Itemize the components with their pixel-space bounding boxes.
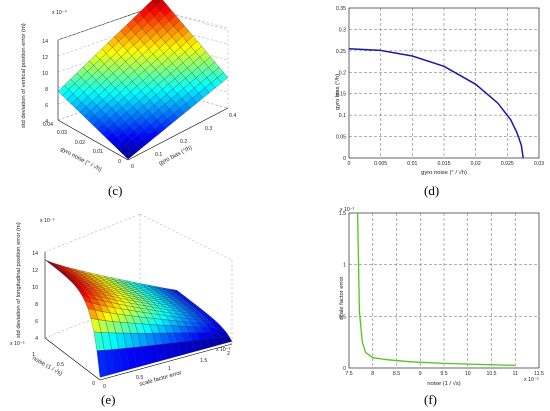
chart-d-xtick-0: 0	[348, 161, 351, 167]
chart-f-xtick-8: 11.5	[534, 371, 544, 377]
panel-label-e: (e)	[101, 392, 115, 407]
chart-c-y-ticks: 0.04 0.03 0.02 0.01 0	[43, 122, 121, 165]
chart-d-xtick-6: 0.03	[534, 161, 544, 167]
chart-c-zgrid-left-5	[57, 7, 151, 41]
chart-f-x-label: noise (1 / √s)	[427, 380, 461, 387]
chart-f-y-label: scale factor error	[339, 276, 345, 320]
chart-d-xtick-1: 0.005	[374, 161, 387, 167]
chart-c-ztick-2: 8	[45, 87, 48, 93]
chart-c-z-label: std deviation of vertical position error…	[21, 23, 27, 128]
chart-e-y-ticks: 1 0.5 0	[32, 352, 95, 387]
chart-e-x-label: scale factor error	[139, 370, 183, 388]
chart-e-x-ticks: 0 0.5 1 1.5 2	[103, 351, 230, 390]
chart-d-xtick-4: 0.02	[471, 161, 481, 167]
chart-e-xtick-2: 1	[168, 366, 171, 372]
chart-c-ytick-2: 0.02	[75, 140, 85, 146]
chart-e-ztick-1: 6	[35, 319, 38, 325]
chart-e-y-scale: x 10⁻⁵	[10, 341, 25, 347]
chart-e-surface-mesh	[44, 259, 233, 378]
chart-f-ytick-1: 0.5	[339, 314, 346, 320]
chart-c-x-ticks: 0 0.1 0.2 0.3 0.4	[131, 113, 236, 170]
chart-e-x-axis	[99, 343, 233, 381]
chart-c-xtick-2: 0.2	[180, 139, 187, 145]
chart-f-scale-factor-vs-noise: 7.5 8 8.5 9 9.5 10 10.5 11 11.500.511.5 x 10⁻³ x…	[339, 207, 544, 387]
chart-c-ytick-3: 0.01	[93, 149, 103, 155]
chart-e-ytick-0: 1	[32, 352, 35, 358]
chart-e-xtick-4: 2	[227, 351, 230, 357]
chart-f-y-scale: x 10⁻³	[340, 207, 355, 213]
chart-f-xtick-1: 8	[371, 371, 374, 377]
chart-e-z-scale: x 10⁻⁴	[40, 218, 55, 224]
chart-e-ytick-2: 0	[92, 381, 95, 387]
chart-d-ytick-7: 0.35	[336, 6, 346, 12]
chart-c-y-axis	[57, 119, 129, 161]
chart-e-ytick-1: 0.5	[57, 362, 64, 368]
chart-c-xtick-0: 0	[131, 164, 134, 170]
panel-label-f: (f)	[424, 392, 437, 407]
chart-c-ytick-0: 0.04	[43, 122, 53, 128]
chart-e-x-scale: x 10⁻³	[216, 347, 231, 353]
chart-e-z-label: std deviation of longitudinal position e…	[16, 222, 22, 338]
chart-f-series-line	[356, 212, 516, 367]
chart-c-ztick-5: 14	[42, 39, 48, 45]
chart-c-x-axis	[127, 107, 229, 161]
chart-d-gyro-bias-vs-noise: 0 0.005 0.01 0.015 0.02 0.025 0.03 0 0.05 0.1 0.15…	[335, 6, 544, 176]
chart-e-ztick-0: 4	[35, 336, 38, 342]
panel-label-c: (c)	[108, 183, 122, 198]
chart-c-vertical-position-error-surface: x 10⁻⁴ 4 6 8 10 12 14 0.04 0.03 0.02 0.0…	[21, 0, 236, 173]
chart-f-ytick-0: 0	[343, 366, 346, 372]
chart-d-ytick-1: 0.05	[336, 135, 346, 141]
chart-c-x-label: gyro bias (°/h)	[158, 145, 193, 167]
chart-c-ytick-4: 0	[118, 159, 121, 165]
chart-e-ztick-4: 12	[32, 268, 38, 274]
chart-c-surface-cell-0-0	[123, 149, 135, 160]
chart-e-xtick-3: 1.5	[200, 358, 207, 364]
chart-d-y-label: gyro bias (°/h)	[335, 74, 341, 110]
chart-d-series-line	[348, 47, 524, 159]
chart-f-xtick-4: 9.5	[440, 371, 447, 377]
chart-e-surface-cell-0-17	[44, 259, 56, 266]
chart-c-ztick-0: 4	[45, 119, 48, 125]
chart-d-x-label: gyro noise (° / √h)	[421, 169, 467, 176]
chart-e-surface-cell-0-0	[96, 350, 108, 378]
chart-f-ytick-2: 1	[343, 263, 346, 269]
chart-e-ztick-2: 8	[35, 302, 38, 308]
chart-f-xtick-0: 7.5	[345, 371, 352, 377]
chart-e-y-axis	[44, 337, 101, 381]
chart-d-ytick-0: 0	[343, 156, 346, 162]
chart-e-z-ticks: 4 6 8 10 12 14	[32, 251, 38, 342]
chart-f-x-scale: x 10⁻⁶	[524, 377, 539, 383]
chart-c-ytick-1: 0.03	[57, 130, 67, 136]
chart-d-xtick-3: 0.015	[438, 161, 451, 167]
chart-c-xtick-4: 0.4	[229, 113, 236, 119]
chart-c-ztick-4: 12	[42, 55, 48, 61]
chart-f-xtick-6: 10.5	[486, 371, 496, 377]
chart-e-xtick-0: 0	[103, 384, 106, 390]
chart-e-ztick-3: 10	[32, 285, 38, 291]
panel-label-d: (d)	[424, 183, 439, 198]
chart-c-z-scale: x 10⁻⁴	[52, 10, 67, 16]
chart-f-xtick-3: 9	[419, 371, 422, 377]
chart-d-xtick-5: 0.025	[501, 161, 514, 167]
chart-c-z-ticks: 4 6 8 10 12 14	[42, 39, 48, 125]
chart-c-ztick-1: 6	[45, 103, 48, 109]
chart-f-xtick-7: 11	[513, 371, 518, 377]
chart-f-xtick-2: 8.5	[393, 371, 400, 377]
chart-f-ytick-3: 1.5	[339, 211, 346, 217]
chart-d-ytick-5: 0.25	[336, 49, 346, 55]
chart-c-xtick-3: 0.3	[205, 126, 212, 132]
chart-c-surface-mesh	[57, 0, 229, 160]
chart-e-longitudinal-position-error-surface: x 10⁻⁴ 4 6 8 10 12 14 x 10⁻⁵ 1 0.5 0 x 1…	[10, 213, 233, 390]
chart-d-ytick-3: 0.15	[336, 92, 346, 98]
chart-f-xtick-5: 10	[465, 371, 471, 377]
chart-c-xtick-1: 0.1	[155, 152, 162, 158]
chart-c-ztick-3: 10	[42, 71, 48, 77]
chart-e-ztick-5: 14	[32, 251, 38, 257]
chart-d-xtick-2: 0.01	[407, 161, 417, 167]
chart-d-ytick-6: 0.3	[339, 27, 346, 33]
chart-e-xtick-1: 0.5	[136, 375, 143, 381]
chart-d-ytick-2: 0.1	[339, 113, 346, 119]
chart-d-ytick-4: 0.2	[339, 70, 346, 76]
